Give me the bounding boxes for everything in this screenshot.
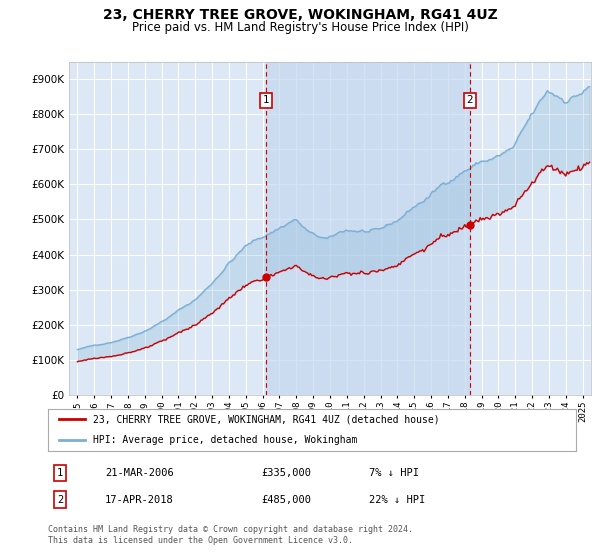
Text: 2: 2 bbox=[466, 95, 473, 105]
Text: 2: 2 bbox=[57, 494, 63, 505]
Text: HPI: Average price, detached house, Wokingham: HPI: Average price, detached house, Woki… bbox=[93, 435, 357, 445]
Text: 21-MAR-2006: 21-MAR-2006 bbox=[105, 468, 174, 478]
Text: 1: 1 bbox=[263, 95, 269, 105]
Text: Price paid vs. HM Land Registry's House Price Index (HPI): Price paid vs. HM Land Registry's House … bbox=[131, 21, 469, 34]
Text: Contains HM Land Registry data © Crown copyright and database right 2024.
This d: Contains HM Land Registry data © Crown c… bbox=[48, 525, 413, 545]
Text: 22% ↓ HPI: 22% ↓ HPI bbox=[369, 494, 425, 505]
Text: 23, CHERRY TREE GROVE, WOKINGHAM, RG41 4UZ (detached house): 23, CHERRY TREE GROVE, WOKINGHAM, RG41 4… bbox=[93, 414, 440, 424]
Text: £485,000: £485,000 bbox=[261, 494, 311, 505]
Text: 23, CHERRY TREE GROVE, WOKINGHAM, RG41 4UZ: 23, CHERRY TREE GROVE, WOKINGHAM, RG41 4… bbox=[103, 8, 497, 22]
Bar bbox=[266, 62, 470, 395]
Text: 17-APR-2018: 17-APR-2018 bbox=[105, 494, 174, 505]
Text: 7% ↓ HPI: 7% ↓ HPI bbox=[369, 468, 419, 478]
Text: 1: 1 bbox=[57, 468, 63, 478]
Text: £335,000: £335,000 bbox=[261, 468, 311, 478]
